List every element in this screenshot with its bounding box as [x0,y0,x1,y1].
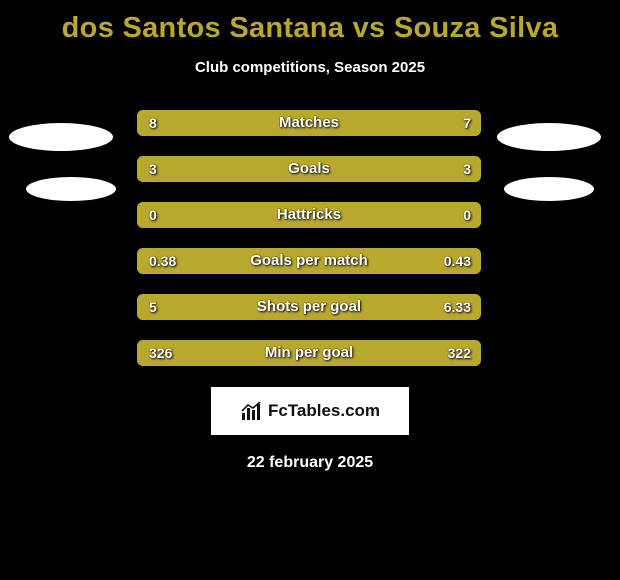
stat-bar-right [309,202,481,228]
stat-bar-left [137,248,298,274]
stat-row: Hattricks00 [0,202,620,228]
decorative-ellipse [9,123,113,151]
stat-bar-right [309,156,481,182]
stat-bar-right [320,110,481,136]
decorative-ellipse [497,123,601,151]
subtitle: Club competitions, Season 2025 [0,59,620,76]
stat-bar-track [137,248,481,274]
stat-bar-right [298,248,481,274]
stat-bar-left [137,340,310,366]
branding-box: FcTables.com [210,386,410,436]
date-text: 22 february 2025 [0,454,620,472]
stat-row: Shots per goal56.33 [0,294,620,320]
stat-bar-track [137,110,481,136]
stat-bar-left [137,110,320,136]
stat-bar-left [137,294,289,320]
stat-bar-track [137,294,481,320]
player-left-name: dos Santos Santana [62,12,345,44]
stat-bar-right [289,294,481,320]
stat-row: Min per goal326322 [0,340,620,366]
stat-row: Goals per match0.380.43 [0,248,620,274]
stat-bar-right [310,340,481,366]
decorative-ellipse [26,177,116,201]
stat-bar-track [137,202,481,228]
stat-bar-left [137,202,309,228]
bar-chart-icon [240,400,262,422]
stat-bar-track [137,156,481,182]
branding-text: FcTables.com [268,401,380,421]
title-vs: vs [353,12,386,44]
stat-bar-left [137,156,309,182]
stat-bar-track [137,340,481,366]
player-right-name: Souza Silva [394,12,558,44]
decorative-ellipse [504,177,594,201]
comparison-title: dos Santos Santana vs Souza Silva [0,0,620,45]
